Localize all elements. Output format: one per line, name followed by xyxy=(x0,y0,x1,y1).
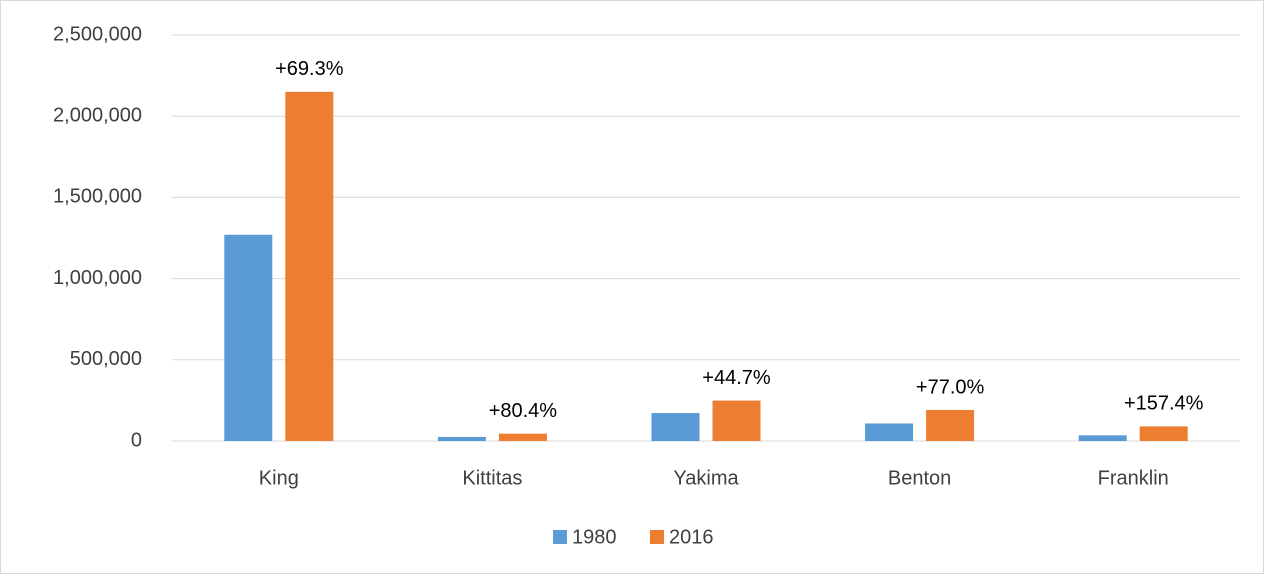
bar xyxy=(437,436,486,441)
x-tick-label: Yakima xyxy=(673,467,739,489)
bar xyxy=(224,234,273,441)
legend-swatch xyxy=(553,530,567,544)
legend-label: 1980 xyxy=(572,526,617,548)
bar xyxy=(1078,435,1127,441)
legend-label: 2016 xyxy=(669,526,714,548)
bar xyxy=(1139,426,1188,441)
y-tick-label: 2,000,000 xyxy=(53,104,142,126)
y-tick-label: 0 xyxy=(131,429,142,451)
x-tick-label: Franklin xyxy=(1098,467,1169,489)
annotation: +69.3% xyxy=(275,58,344,80)
annotation: +80.4% xyxy=(489,400,558,422)
bar xyxy=(926,409,975,441)
y-tick-label: 500,000 xyxy=(70,348,142,370)
x-tick-label: Benton xyxy=(888,467,951,489)
bar xyxy=(712,400,761,441)
annotation: +44.7% xyxy=(702,367,771,389)
annotation: +157.4% xyxy=(1124,393,1204,415)
x-tick-label: Kittitas xyxy=(462,467,522,489)
legend-swatch xyxy=(650,530,664,544)
bar xyxy=(285,91,334,441)
y-tick-label: 1,000,000 xyxy=(53,267,142,289)
annotation: +77.0% xyxy=(916,376,985,398)
bar xyxy=(865,423,914,441)
x-tick-label: King xyxy=(259,467,299,489)
y-tick-label: 2,500,000 xyxy=(53,23,142,45)
bar xyxy=(651,413,700,441)
bar xyxy=(498,433,547,441)
y-tick-label: 1,500,000 xyxy=(53,186,142,208)
